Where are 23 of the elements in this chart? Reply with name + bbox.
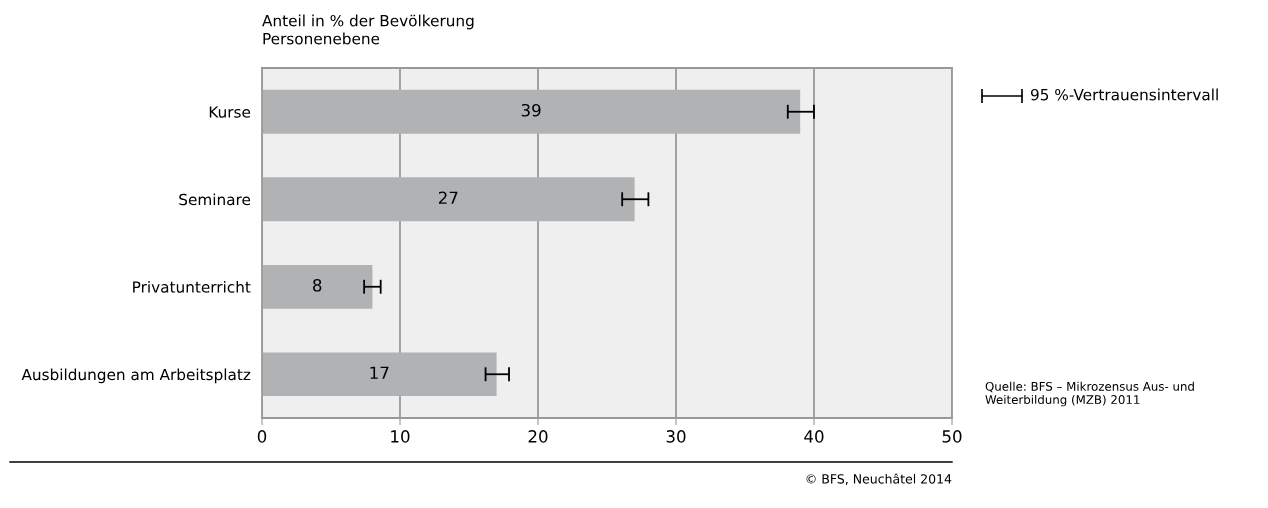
x-tick-label: 30 (666, 430, 686, 443)
data-label: 39 (521, 103, 541, 117)
chart-subtitle: Personenebene (263, 32, 380, 45)
bar (262, 89, 801, 134)
x-tick-label: 40 (804, 430, 824, 443)
text: 95 %-Vertrauensintervall (1030, 88, 1218, 101)
bar (262, 352, 497, 397)
y-tick-label: Seminare (179, 193, 251, 206)
y-tick-label: Ausbildungen am Arbeitsplatz (21, 368, 251, 384)
data-label: 27 (438, 191, 458, 204)
chart-title: Anteil in % der Bevölkerung (262, 14, 474, 30)
x-tick-label: 10 (391, 430, 410, 443)
x-tick-label: 0 (257, 430, 267, 443)
bar (262, 264, 373, 309)
y-tick-label: Privatunterricht (133, 280, 251, 293)
x-tick-label: 50 (942, 430, 962, 443)
y-tick-label: Kurse (209, 106, 251, 118)
source-note: Quelle: BFS – Mikrozensus Aus- und Weiterbildung (MZB) 2011 (985, 381, 1194, 407)
text: © BFS, Neuchâtel 2014 (806, 473, 952, 485)
x-tick-label: 20 (528, 430, 548, 443)
bar (262, 177, 635, 222)
data-label: 17 (370, 366, 389, 379)
data-label: 8 (313, 278, 322, 292)
